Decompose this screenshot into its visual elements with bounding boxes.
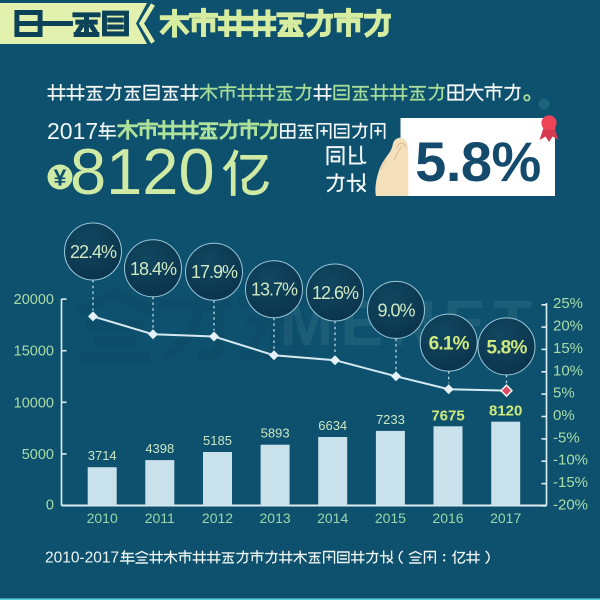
svg-text:20%: 20%	[553, 318, 583, 335]
svg-text:2015: 2015	[375, 510, 406, 526]
svg-text:2013: 2013	[260, 510, 291, 526]
svg-text:17.9%: 17.9%	[191, 262, 238, 282]
svg-text:-5%: -5%	[553, 429, 580, 446]
svg-text:18.4%: 18.4%	[130, 259, 177, 279]
svg-text:2016: 2016	[432, 510, 463, 526]
svg-text:5185: 5185	[203, 433, 232, 448]
svg-text:4398: 4398	[145, 441, 174, 456]
svg-text:2010: 2010	[87, 510, 118, 526]
svg-text:10000: 10000	[14, 395, 54, 411]
svg-text:8120: 8120	[489, 403, 522, 420]
svg-text:2017: 2017	[47, 118, 98, 144]
svg-text:2011: 2011	[145, 510, 175, 526]
svg-text:2014: 2014	[317, 510, 348, 526]
svg-text:5893: 5893	[261, 426, 290, 441]
svg-text:2017: 2017	[490, 510, 521, 526]
svg-text:22.4%: 22.4%	[70, 242, 117, 262]
svg-text:8120: 8120	[70, 135, 215, 208]
svg-text:-20%: -20%	[553, 496, 588, 513]
svg-text:9.0%: 9.0%	[377, 300, 415, 320]
svg-text:25%: 25%	[553, 295, 583, 312]
svg-text:5.8%: 5.8%	[415, 130, 541, 193]
svg-text:2010-2017: 2010-2017	[45, 550, 119, 567]
svg-text:7233: 7233	[376, 412, 405, 427]
svg-text:0: 0	[46, 498, 54, 514]
svg-text:15000: 15000	[14, 344, 54, 360]
svg-text:-15%: -15%	[553, 474, 588, 491]
svg-text:12.6%: 12.6%	[312, 283, 359, 303]
svg-text:7675: 7675	[431, 407, 464, 424]
svg-text:2012: 2012	[202, 510, 233, 526]
svg-text:15%: 15%	[553, 340, 583, 357]
svg-text:6634: 6634	[318, 418, 347, 433]
svg-text:6.1%: 6.1%	[429, 334, 470, 355]
svg-text:5.8%: 5.8%	[486, 337, 527, 358]
svg-text:5%: 5%	[553, 385, 575, 402]
svg-text:13.7%: 13.7%	[251, 280, 298, 300]
svg-text:10%: 10%	[553, 362, 583, 379]
svg-text:5000: 5000	[22, 447, 54, 463]
svg-text:¥: ¥	[54, 165, 67, 191]
svg-text:20000: 20000	[14, 292, 54, 308]
svg-text:0%: 0%	[553, 407, 575, 424]
svg-text:3714: 3714	[88, 448, 117, 463]
svg-text:-10%: -10%	[553, 452, 588, 469]
